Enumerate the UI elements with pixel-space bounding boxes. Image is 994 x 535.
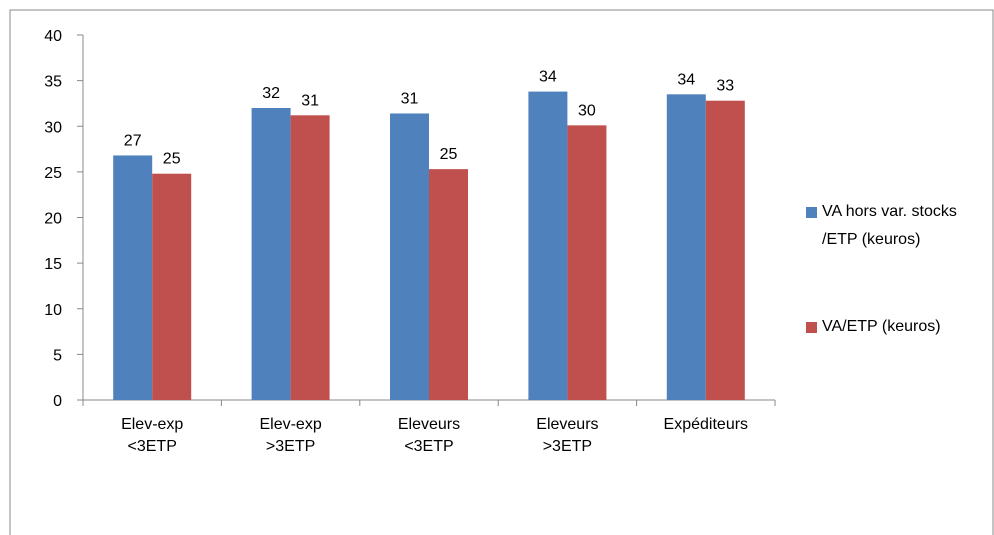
legend-label: VA/ETP (keuros) [822,318,941,335]
legend-swatch [806,322,817,333]
value-label: 34 [677,71,695,88]
y-tick-label: 5 [53,347,62,364]
y-tick-label: 35 [44,74,62,91]
x-tick-label: Elev-exp <3ETP [121,416,184,455]
value-label: 31 [401,90,419,107]
value-label: 25 [163,151,181,168]
value-label: 32 [262,85,280,102]
value-label: 31 [301,92,319,109]
legend-swatch [806,207,817,218]
y-tick-label: 30 [44,119,62,136]
bar [113,155,153,400]
bar [567,125,607,401]
bar [429,169,468,400]
y-tick-label: 40 [44,28,62,45]
value-label: 27 [124,132,142,149]
value-label: 25 [440,146,458,163]
value-label: 30 [578,102,596,119]
y-tick-label: 0 [53,393,62,410]
bar [390,113,429,400]
x-tick-label: Eleveurs >3ETP [536,416,599,455]
x-tick-label: Expéditeurs [663,416,749,433]
y-tick-label: 15 [44,256,62,273]
legend-label: VA hors var. stocks /ETP (keuros) [822,203,957,248]
bar [666,94,706,400]
x-tick-label: Eleveurs <3ETP [397,416,461,455]
value-label: 33 [716,78,734,95]
chart-frame [9,9,994,535]
bar [152,173,192,400]
bar [528,91,568,400]
bar [290,115,330,401]
y-tick-label: 25 [44,165,62,182]
x-tick-label: Elev-exp >3ETP [259,416,322,455]
bar [251,108,291,400]
bar [705,100,745,400]
y-tick-label: 20 [44,211,62,228]
y-tick-label: 10 [44,302,62,319]
value-label: 34 [539,69,557,86]
